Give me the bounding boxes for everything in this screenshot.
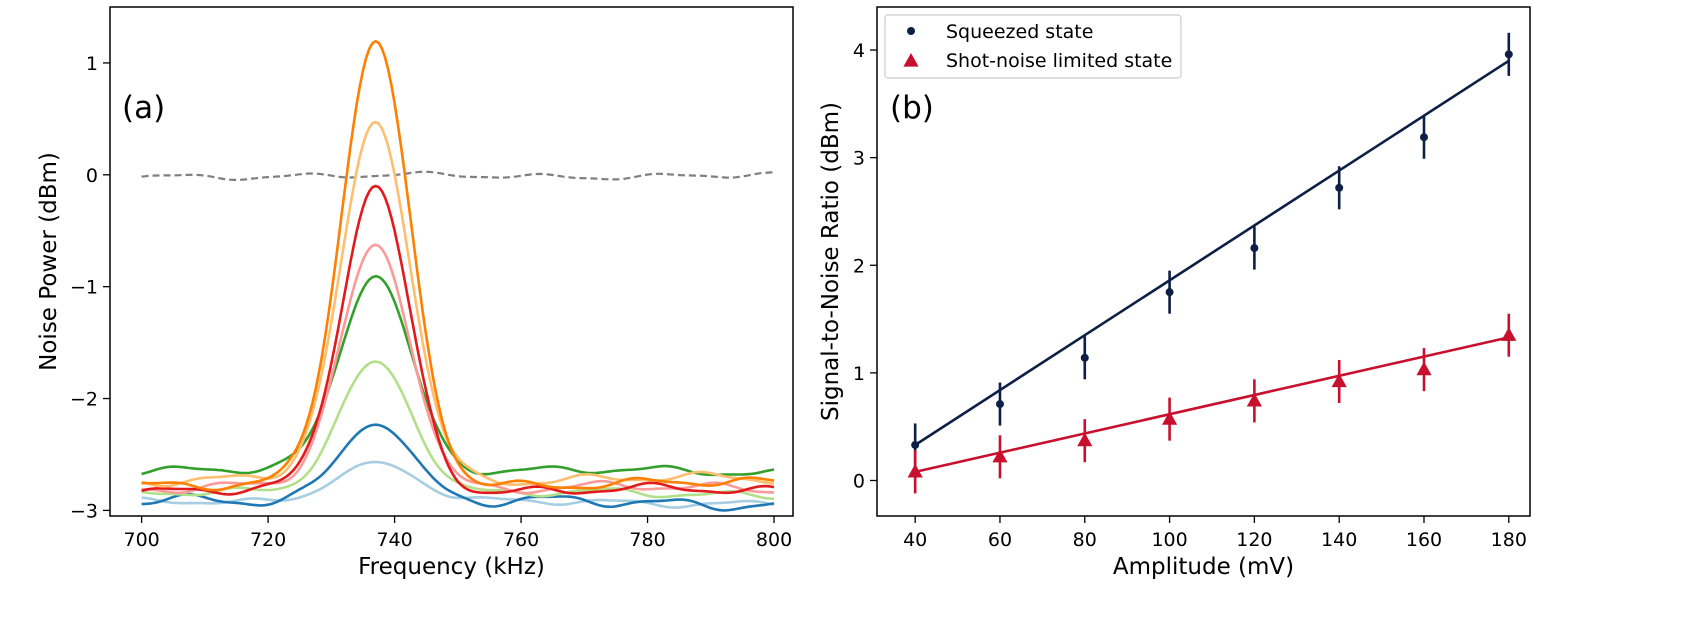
- panel-a-frame: [109, 6, 794, 517]
- panel-b-y-tick-label: 1: [853, 363, 865, 385]
- panel-a-x-tick-label: 740: [376, 529, 412, 551]
- panel-b-y-tick-label: 0: [853, 470, 865, 492]
- fit-line-squeezed: [914, 59, 1510, 447]
- panel-a-y-tick-label: 0: [86, 165, 98, 187]
- panel-a-y-axis-label: Noise Power (dBm): [36, 152, 62, 371]
- panel-a-y-tick-label: −3: [70, 500, 98, 522]
- series-line-curve-light-orange: [141, 120, 775, 488]
- panel-b-y-tick-label: 2: [853, 255, 865, 277]
- panel-b-x-tick-label: 40: [903, 529, 927, 551]
- panel-b-label: (b): [890, 90, 934, 126]
- series-line-curve-orange: [141, 39, 775, 492]
- data-point-squeezed: [911, 440, 920, 449]
- panel-b-y-tick-label: 4: [853, 40, 865, 62]
- panel-a-x-tick-label: 700: [123, 529, 159, 551]
- legend-label-squeezed: Squeezed state: [946, 21, 1093, 43]
- data-point-shot-noise: [1331, 373, 1347, 388]
- data-point-shot-noise: [992, 448, 1008, 463]
- data-point-shot-noise: [1246, 392, 1262, 407]
- panel-a-x-tick-label: 720: [250, 529, 286, 551]
- series-line-curve-red: [141, 184, 775, 496]
- data-point-shot-noise: [907, 463, 923, 478]
- legend: Squeezed state Shot-noise limited state: [884, 14, 1182, 79]
- panel-b-frame: [876, 6, 1531, 517]
- panel-b-x-tick-label: 120: [1236, 529, 1272, 551]
- panel-a-y-tick-label: 1: [86, 53, 98, 75]
- series-line-curve-blue: [141, 423, 775, 512]
- data-point-squeezed: [1250, 244, 1259, 253]
- panel-a-y-tick-label: −2: [70, 389, 98, 411]
- legend-label-shot-noise: Shot-noise limited state: [946, 50, 1172, 72]
- panel-b-x-tick-label: 140: [1321, 529, 1357, 551]
- data-point-squeezed: [1080, 353, 1089, 362]
- panel-a-x-axis-label: Frequency (kHz): [358, 554, 545, 580]
- legend-box: [884, 14, 1182, 79]
- series-line-curve-light-green: [141, 360, 775, 500]
- data-point-squeezed: [1504, 50, 1513, 59]
- data-point-shot-noise: [1077, 432, 1093, 447]
- panel-a-x-tick-label: 760: [503, 529, 539, 551]
- data-point-shot-noise: [1501, 327, 1517, 341]
- panel-a-series: [141, 39, 775, 512]
- panel-b-y-tick-label: 3: [853, 148, 865, 170]
- panel-a-label: (a): [122, 90, 165, 126]
- legend-marker-shot-noise: [903, 53, 919, 67]
- panel-b-x-tick-label: 100: [1151, 529, 1187, 551]
- series-line-curve-green: [141, 274, 775, 477]
- panel-b-ticks: 40 60 80 100 120 140 160 180 0 1 2 3 4: [853, 40, 1527, 551]
- data-point-shot-noise: [1161, 411, 1178, 425]
- series-line-shot-noise-reference: [141, 170, 774, 181]
- panel-b-x-tick-label: 160: [1406, 529, 1442, 551]
- data-point-squeezed: [1335, 183, 1344, 192]
- panel-a-y-tick-label: −1: [70, 277, 98, 299]
- panel-b-snr: 40 60 80 100 120 140 160 180 0 1 2 3 4 (b) Amplitude…: [818, 6, 1531, 580]
- panel-b-x-tick-label: 80: [1073, 529, 1097, 551]
- panel-b-y-axis-label: Signal-to-Noise Ratio (dBm): [818, 102, 844, 421]
- data-point-squeezed: [1419, 133, 1428, 142]
- panel-b-x-tick-label: 60: [988, 529, 1012, 551]
- data-point-squeezed: [1165, 288, 1174, 297]
- data-point-squeezed: [995, 400, 1004, 409]
- panel-b-x-tick-label: 180: [1491, 529, 1527, 551]
- panel-b-x-axis-label: Amplitude (mV): [1113, 554, 1294, 580]
- panel-a-x-tick-label: 800: [756, 529, 792, 551]
- legend-marker-squeezed: [907, 27, 915, 35]
- panel-a-ticks: 700 720 740 760 780 800 −3 −2 −1 0 1: [70, 53, 792, 551]
- fit-line-shot-noise: [914, 336, 1510, 474]
- data-point-shot-noise: [1416, 361, 1432, 376]
- panel-a-x-tick-label: 780: [629, 529, 665, 551]
- series-line-curve-light-blue: [141, 460, 775, 509]
- panel-a-noise-power: 700 720 740 760 780 800 −3 −2 −1 0 1 (a) Frequency…: [36, 6, 794, 580]
- panel-b-series: [907, 32, 1517, 494]
